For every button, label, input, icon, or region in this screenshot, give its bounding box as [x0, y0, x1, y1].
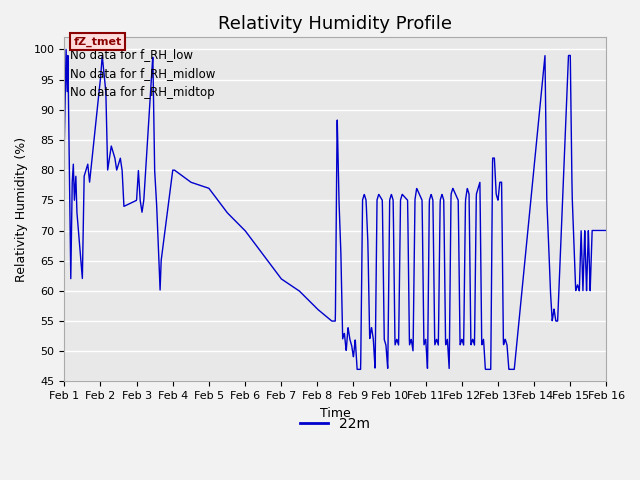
Y-axis label: Relativity Humidity (%): Relativity Humidity (%): [15, 137, 28, 282]
Text: No data for f_RH_midlow: No data for f_RH_midlow: [70, 67, 215, 80]
Text: No data for f_RH_low: No data for f_RH_low: [70, 48, 193, 60]
Legend: 22m: 22m: [295, 411, 376, 436]
Text: fZ_tmet: fZ_tmet: [74, 36, 122, 47]
Text: No data for f_RH_midtop: No data for f_RH_midtop: [70, 85, 214, 98]
X-axis label: Time: Time: [320, 407, 351, 420]
Title: Relativity Humidity Profile: Relativity Humidity Profile: [218, 15, 452, 33]
